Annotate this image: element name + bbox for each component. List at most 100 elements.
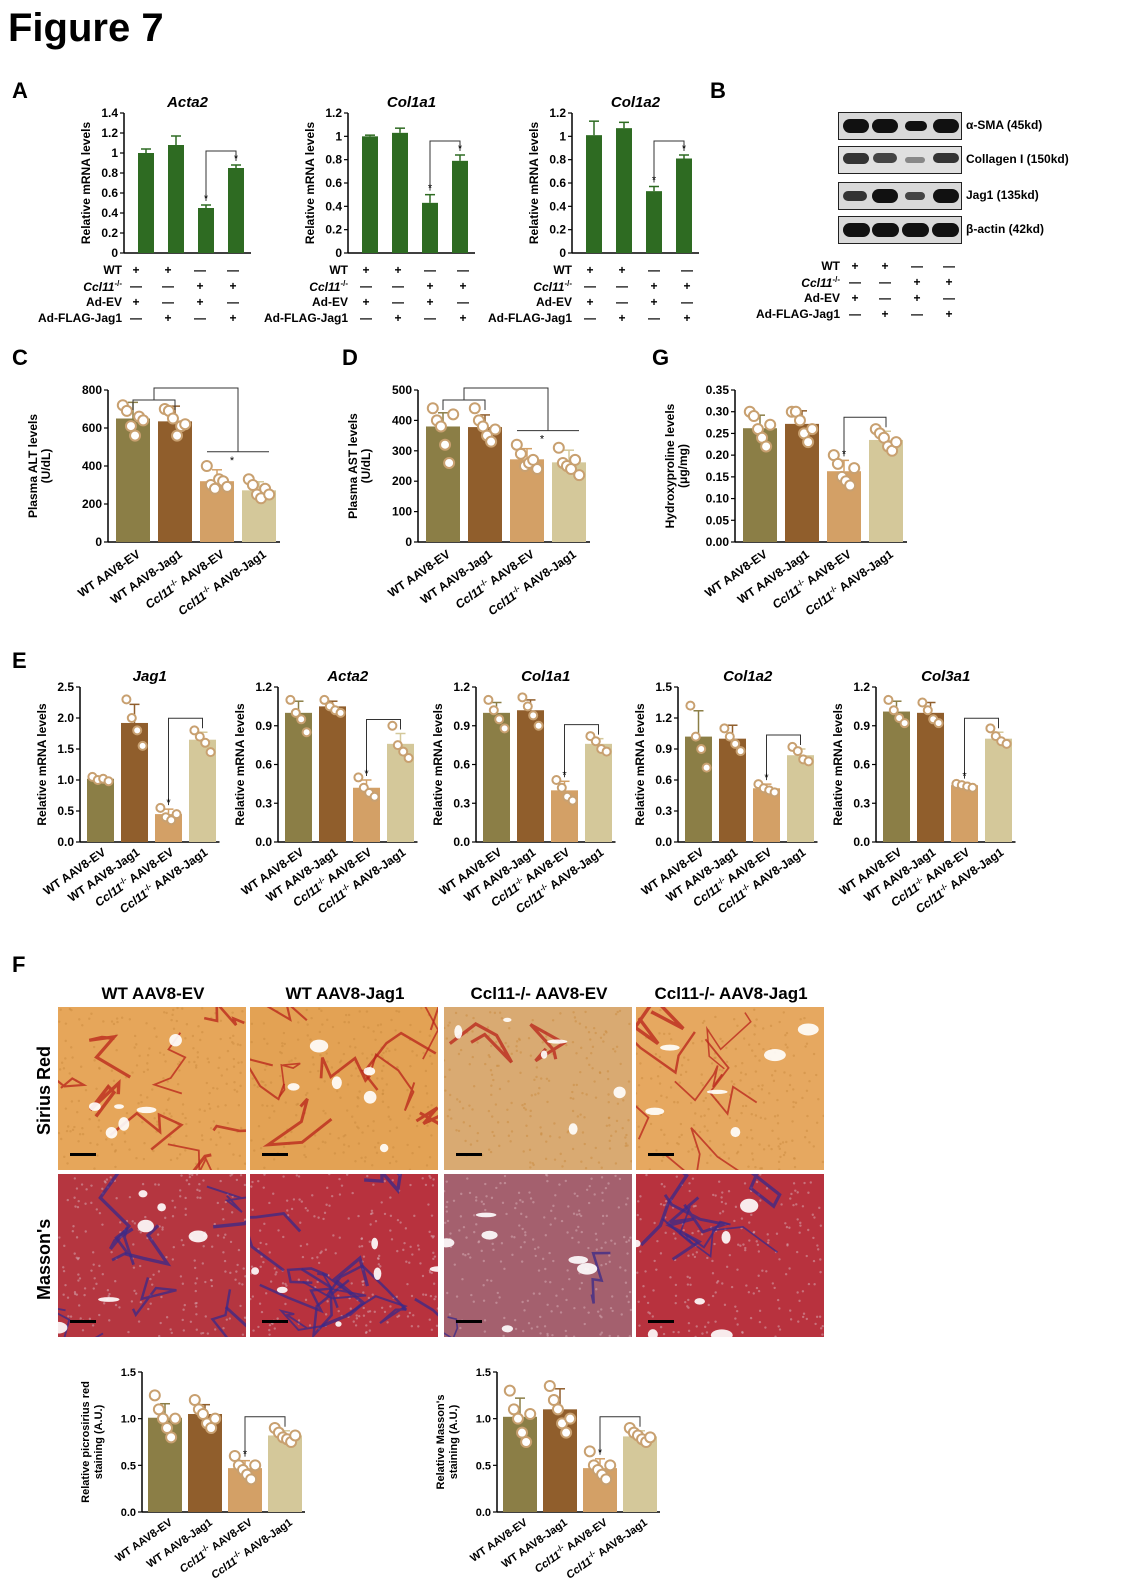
tissue-speck: [241, 1010, 244, 1013]
tissue-speck: [799, 1224, 802, 1227]
data-point: [806, 423, 819, 436]
tissue-speck: [776, 1298, 780, 1302]
tissue-speck: [553, 1158, 557, 1161]
bar: [138, 153, 154, 253]
tissue-speck: [67, 1315, 70, 1318]
significance-star: *: [682, 143, 687, 155]
tissue-speck: [748, 1221, 751, 1224]
tissue-speck: [565, 1298, 568, 1302]
histo-col-head-1: WT AAV8-EV: [101, 984, 205, 1003]
data-point: [831, 457, 844, 470]
tissue-speck: [60, 1137, 63, 1141]
tissue-speck: [242, 1267, 245, 1270]
tissue-speck: [700, 1073, 703, 1076]
tissue-speck: [489, 1069, 493, 1072]
tissue-speck: [119, 1221, 122, 1224]
y-tick-label: 0.2: [101, 226, 118, 240]
data-point: [335, 707, 346, 718]
tissue-speck: [470, 1293, 473, 1297]
tissue-speck: [165, 1011, 168, 1015]
tissue-speck: [754, 1070, 758, 1073]
tissue-speck: [365, 1057, 369, 1060]
y-tick-label: 1.5: [476, 1367, 491, 1379]
tissue-speck: [298, 1198, 301, 1201]
data-point: [917, 697, 928, 708]
tissue-speck: [529, 1109, 532, 1113]
tissue-speck: [419, 1262, 422, 1265]
data-point: [189, 725, 200, 736]
y-axis-label: (U/dL): [359, 449, 373, 484]
tissue-speck: [64, 1057, 67, 1060]
panel-label-c: C: [12, 345, 28, 370]
tissue-speck: [251, 1295, 255, 1298]
tissue-speck: [380, 1054, 383, 1057]
tissue-speck: [225, 1068, 229, 1071]
tissue-speck: [807, 1282, 811, 1286]
tissue-speck: [133, 1289, 136, 1293]
tissue-speck: [619, 1266, 622, 1269]
tissue-speck: [701, 1332, 704, 1335]
data-point: [319, 694, 330, 705]
data-point: [398, 746, 409, 757]
tissue-speck: [793, 1165, 797, 1169]
tissue-speck: [711, 1294, 715, 1298]
tissue-speck: [366, 1174, 369, 1178]
tissue-speck: [78, 1133, 82, 1136]
tissue-speck: [421, 1274, 425, 1278]
tissue-speck: [99, 1129, 103, 1132]
y-tick-label: 0.2: [325, 223, 342, 237]
tissue-speck: [367, 1026, 370, 1029]
tissue-speck: [173, 1206, 177, 1209]
tissue-speck: [144, 1215, 147, 1219]
tissue-speck: [788, 1267, 791, 1270]
tissue-speck: [764, 1117, 767, 1120]
data-point: [514, 447, 527, 460]
data-point: [685, 700, 696, 711]
tissue-speck: [580, 1230, 583, 1234]
tissue-speck: [462, 1121, 466, 1124]
tissue-speck: [587, 1246, 590, 1250]
tissue-speck: [182, 1329, 186, 1332]
tissue-speck: [503, 1181, 507, 1185]
tissue-speck: [813, 1283, 816, 1286]
tissue-speck: [778, 1020, 781, 1024]
tissue-speck: [230, 1174, 234, 1176]
sign-cell: +: [618, 311, 626, 325]
tissue-speck: [710, 1062, 714, 1065]
tissue-speck: [594, 1146, 598, 1150]
data-point: [439, 438, 452, 451]
y-tick-label: 0.0: [57, 835, 74, 849]
tissue-speck: [200, 1007, 204, 1010]
data-point: [485, 435, 498, 448]
tissue-speck: [713, 1056, 716, 1060]
tissue-speck: [251, 1208, 254, 1211]
tissue-speck: [549, 1281, 552, 1284]
tissue-speck: [739, 1244, 742, 1247]
data-point: [489, 423, 502, 436]
tissue-speck: [176, 1063, 180, 1066]
tissue-speck: [757, 1289, 761, 1293]
tissue-speck: [388, 1129, 392, 1133]
tissue-speck: [58, 1020, 61, 1023]
tissue-speck: [140, 1100, 143, 1104]
tissue-speck: [365, 1010, 369, 1013]
fibrosis-septum: [665, 1127, 739, 1170]
tissue-speck: [379, 1265, 382, 1268]
tissue-speck: [152, 1149, 155, 1153]
tissue-speck: [162, 1011, 166, 1014]
tissue-speck: [578, 1287, 582, 1290]
tissue-speck: [507, 1134, 511, 1137]
data-point: [249, 1459, 262, 1472]
tissue-speck: [388, 1049, 391, 1053]
data-point: [552, 441, 565, 454]
tissue-speck: [537, 1246, 540, 1249]
tissue-speck: [808, 1141, 811, 1144]
tissue-speck: [711, 1259, 714, 1263]
tissue-speck: [306, 1279, 309, 1282]
tissue-speck: [745, 1284, 748, 1287]
vessel-lumen: [157, 1203, 166, 1212]
tissue-speck: [544, 1267, 547, 1271]
tissue-speck: [655, 1268, 658, 1271]
sign-cell: +: [618, 263, 626, 277]
data-point: [730, 738, 741, 749]
